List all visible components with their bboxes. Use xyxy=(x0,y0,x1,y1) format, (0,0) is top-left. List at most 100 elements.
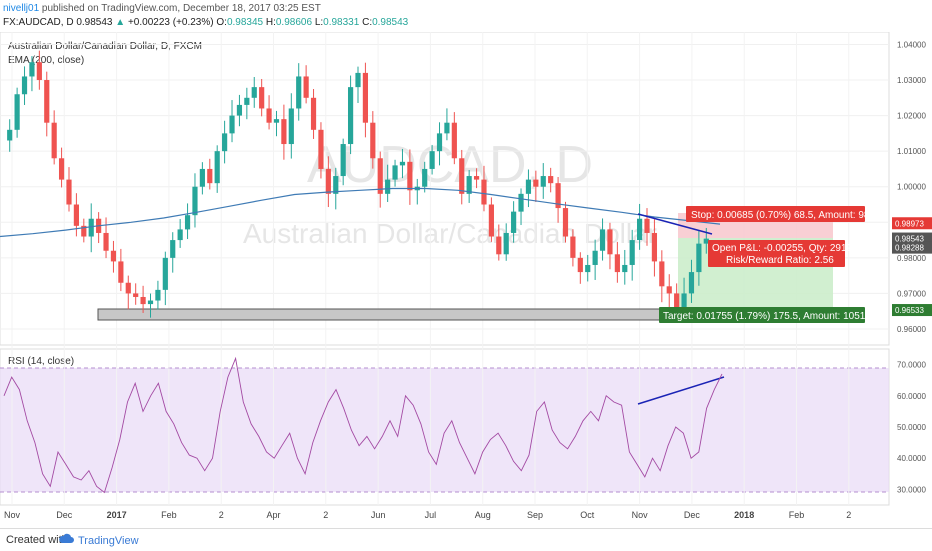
candle-body xyxy=(7,129,13,141)
candle-body xyxy=(199,168,205,187)
candle-body xyxy=(637,218,643,241)
candle-body xyxy=(525,179,532,194)
candle-body xyxy=(340,144,346,177)
chart-title: Australian Dollar/Canadian Dollar, D, FX… xyxy=(8,41,202,52)
candle-body xyxy=(303,76,309,98)
change-arrow-icon: ▲ xyxy=(115,17,126,28)
candle-body xyxy=(666,286,672,294)
ema-line xyxy=(0,187,721,238)
rsi-tick-label: 30.0000 xyxy=(897,485,926,494)
candle-body xyxy=(140,296,146,305)
brand-name: TradingView xyxy=(78,535,139,547)
last-price: 0.98543 xyxy=(76,17,113,28)
candle-body xyxy=(459,158,465,194)
tradingview-logo[interactable]: TradingView xyxy=(58,532,139,547)
candle-body xyxy=(607,229,613,255)
candle-body xyxy=(696,243,702,273)
candle-body xyxy=(577,257,583,273)
pnl-line2: Risk/Reward Ratio: 2.56 xyxy=(726,255,834,266)
rsi-trendline[interactable] xyxy=(637,376,725,405)
candle-body xyxy=(622,264,628,273)
candle-body xyxy=(88,218,94,237)
candle-body xyxy=(592,250,598,265)
published-text: published on TradingView.com, December 1… xyxy=(41,3,321,14)
cloud-icon xyxy=(59,533,74,543)
rsi-tick-label: 70.0000 xyxy=(897,361,926,370)
close-value: 0.98543 xyxy=(372,17,409,28)
price-tag-label: 0.98543 xyxy=(895,235,924,244)
price-tick-label: 0.96000 xyxy=(897,325,926,334)
gridlines xyxy=(0,32,889,505)
candle-body xyxy=(222,133,228,152)
candle-body xyxy=(118,261,124,283)
candle-body xyxy=(599,229,606,251)
candle-body xyxy=(347,87,354,145)
price-axis[interactable]: 1.040001.030001.020001.010001.000000.990… xyxy=(897,40,926,334)
candle-body xyxy=(192,186,198,216)
candle-body xyxy=(355,72,361,88)
candle-body xyxy=(73,204,79,226)
candle-body xyxy=(251,87,257,98)
candle-body xyxy=(66,179,72,205)
candle-body xyxy=(58,158,65,180)
candle-body xyxy=(674,293,680,308)
time-tick-label: Feb xyxy=(789,510,805,520)
support-zone[interactable] xyxy=(97,308,692,321)
candle-body xyxy=(207,168,213,184)
candle-body xyxy=(184,215,191,230)
candle-body xyxy=(259,87,265,109)
candle-body xyxy=(333,176,339,194)
time-tick-label: 2017 xyxy=(107,510,127,520)
close-label: C: xyxy=(362,17,373,28)
time-tick-label: 2 xyxy=(323,510,328,520)
rsi-line xyxy=(3,356,723,494)
candle-body xyxy=(14,94,20,130)
price-trendline[interactable] xyxy=(637,213,713,235)
open-label: O: xyxy=(216,17,227,28)
pnl-label-box xyxy=(708,240,845,267)
candle-body xyxy=(488,204,494,237)
time-tick-label: Nov xyxy=(632,510,649,520)
price-tick-label: 0.97000 xyxy=(897,289,926,298)
candle-body xyxy=(511,211,517,233)
low-label: L: xyxy=(314,17,324,28)
candle-body xyxy=(533,179,539,187)
price-tag-box xyxy=(892,232,932,245)
candle-body xyxy=(214,151,220,184)
price-chart[interactable]: AUDCAD, D Australian Dollar/Canadian Dol… xyxy=(0,32,932,532)
candle-body xyxy=(688,272,695,294)
candle-body xyxy=(392,165,398,180)
price-tag-label: 0.98288 xyxy=(895,244,924,253)
candle-body xyxy=(614,254,620,273)
candle-body xyxy=(36,62,42,81)
candle-body xyxy=(177,229,183,241)
candle-body xyxy=(503,232,509,255)
candle-body xyxy=(444,122,450,134)
candle-body xyxy=(429,151,435,169)
price-tick-label: 1.01000 xyxy=(897,147,926,156)
candle-body xyxy=(422,168,428,187)
price-tick-label: 0.98000 xyxy=(897,254,926,263)
time-tick-label: 2 xyxy=(846,510,851,520)
rsi-axis[interactable]: 70.0000 60.0000 50.0000 40.0000 30.0000 xyxy=(897,361,926,495)
candle-body xyxy=(436,133,443,152)
candle-body xyxy=(281,119,287,145)
low-value: 0.98331 xyxy=(323,17,360,28)
price-tick-label: 1.04000 xyxy=(897,40,926,49)
time-axis[interactable]: Nov Dec 2017 Feb 2 Apr 2 Jun Jul Aug Sep Oct Nov Dec 2… xyxy=(4,510,851,520)
rsi-tick-label: 40.0000 xyxy=(897,454,926,463)
candle-body xyxy=(81,225,87,237)
candle-body xyxy=(155,289,161,301)
author-link[interactable]: nivellj01 xyxy=(3,3,40,14)
footer: Created with TradingView xyxy=(0,528,932,551)
publish-info: nivellj01 published on TradingView.com, … xyxy=(3,3,321,14)
candle-body xyxy=(399,161,406,166)
symbol-label[interactable]: FX:AUDCAD, D xyxy=(3,17,74,28)
candle-body xyxy=(548,176,554,184)
candle-body xyxy=(310,97,317,130)
time-tick-label: Sep xyxy=(527,510,543,520)
candle-body xyxy=(540,176,546,187)
candle-body xyxy=(288,108,294,145)
candlestick-series xyxy=(7,50,709,319)
